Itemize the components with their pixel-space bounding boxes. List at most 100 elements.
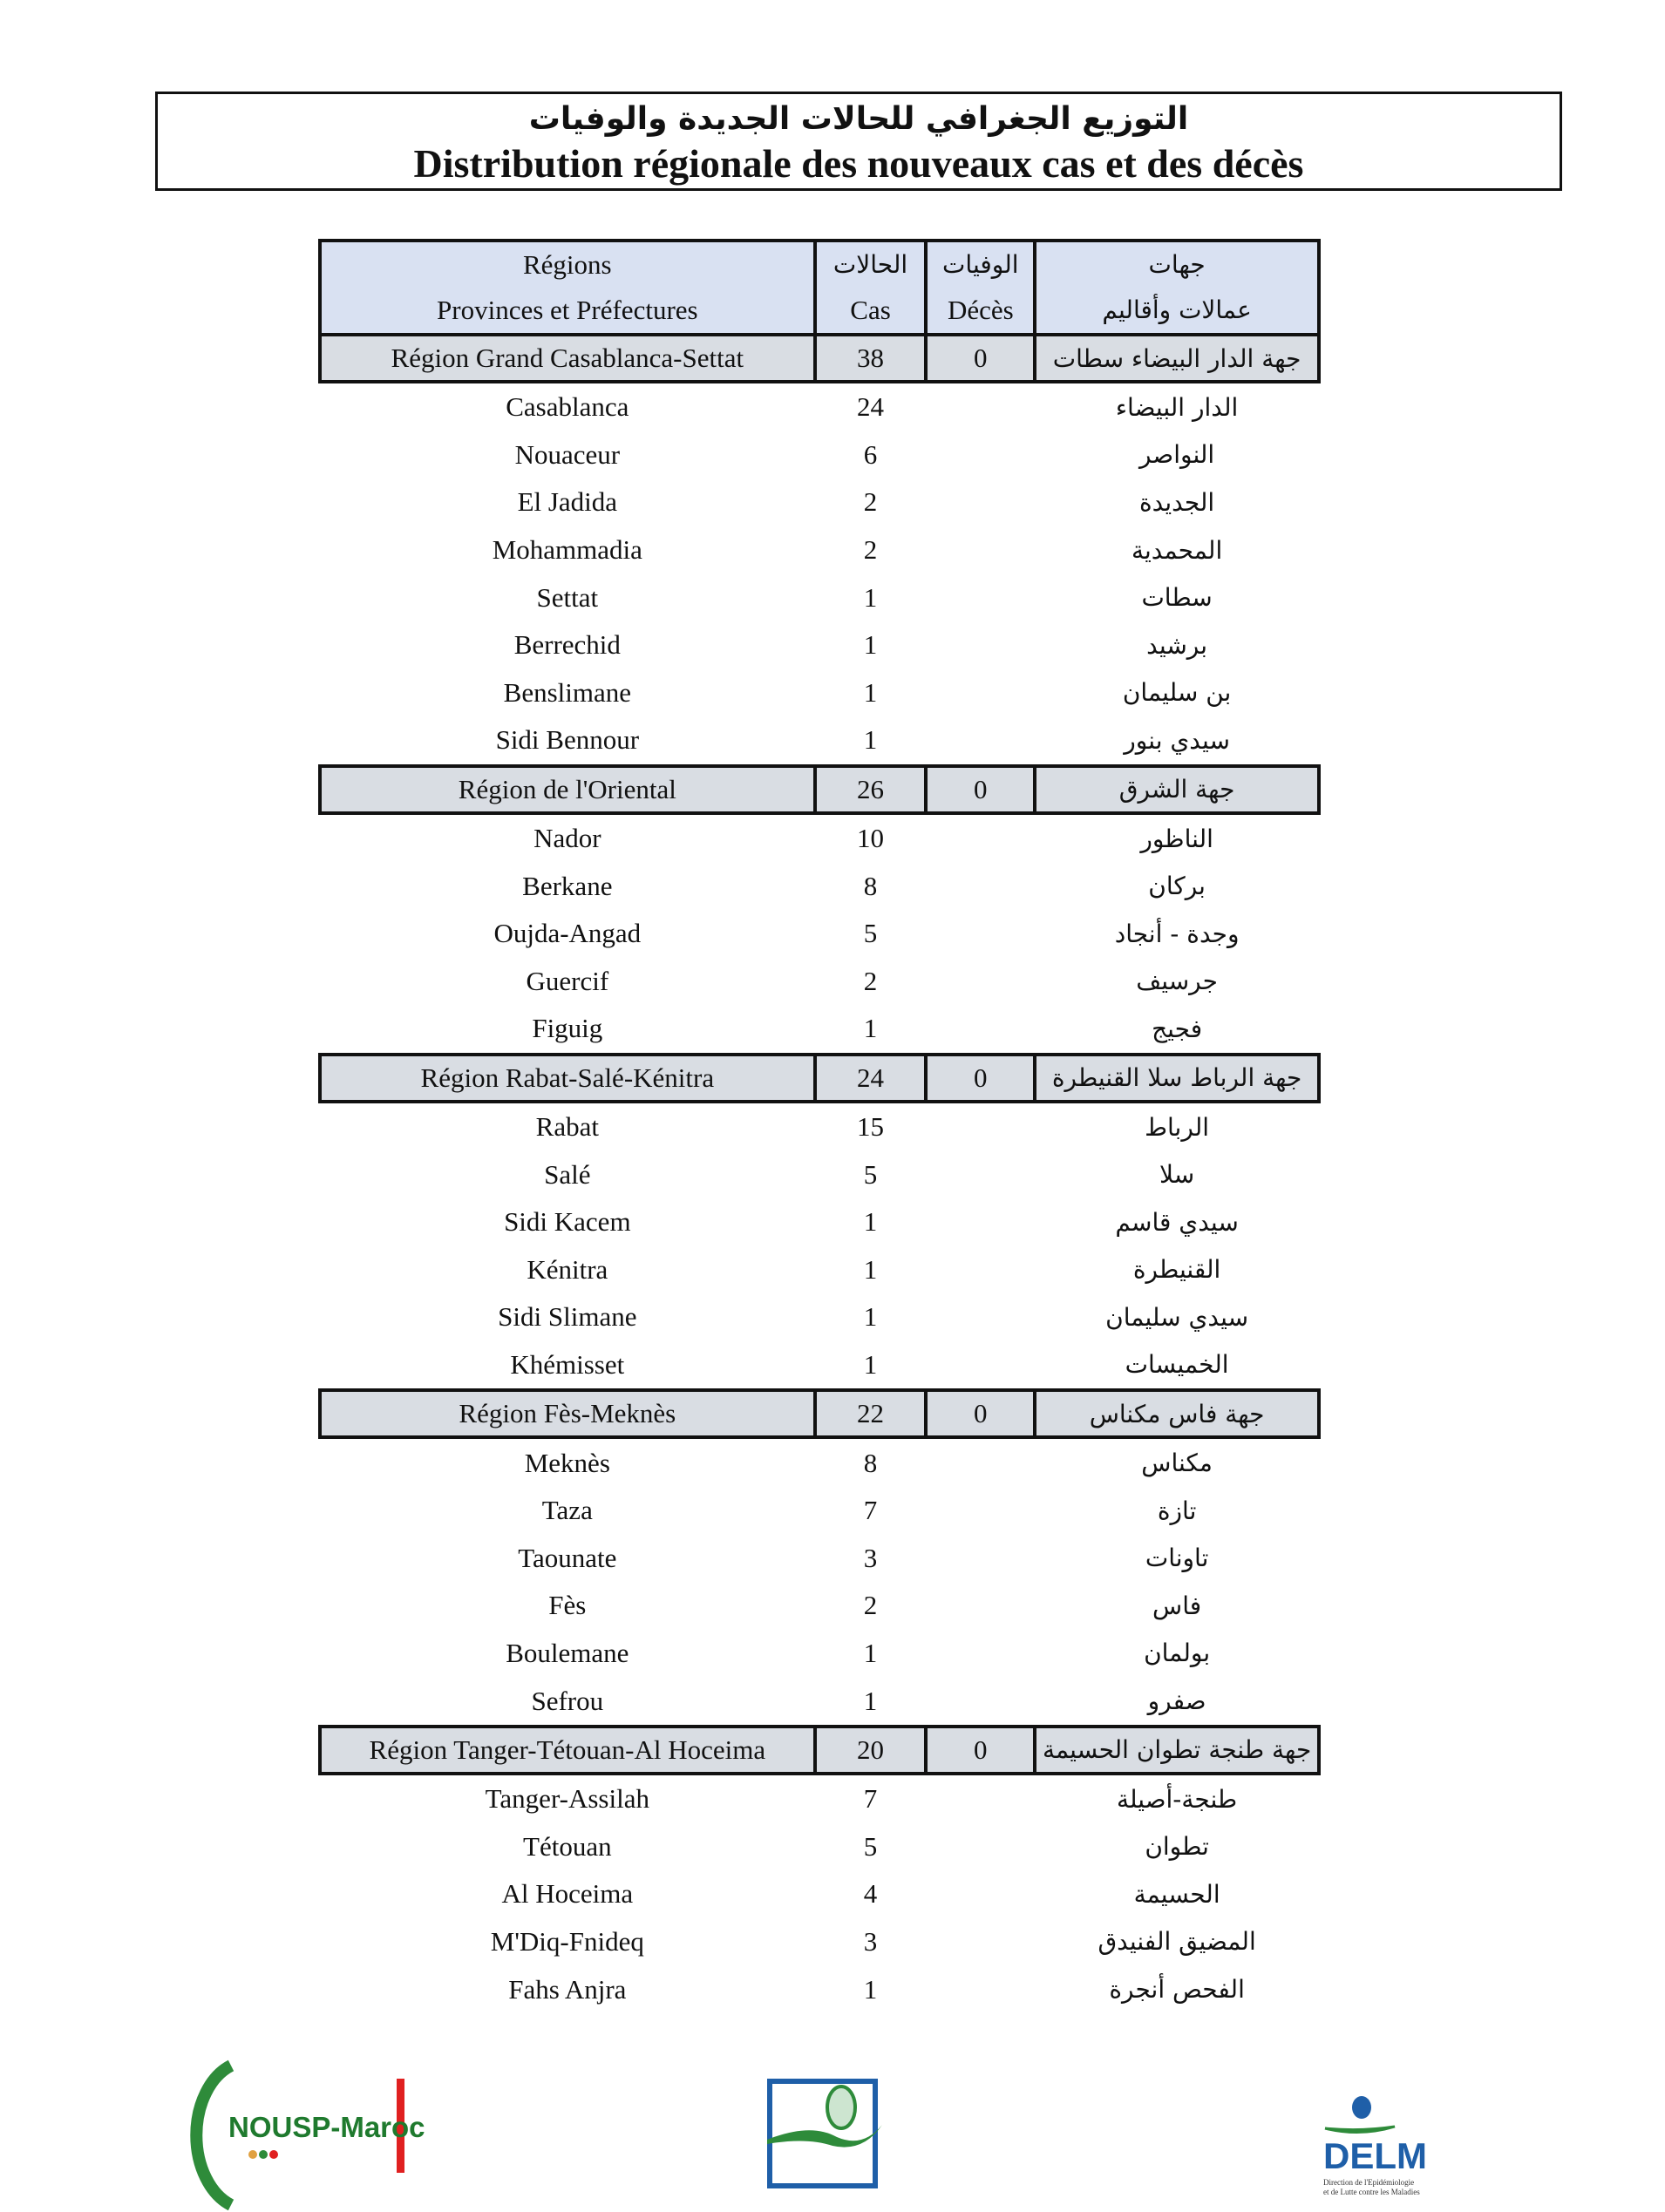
- region-deces: 0: [924, 763, 1037, 815]
- ministry-logo: [767, 2079, 882, 2188]
- title-french: Distribution régionale des nouveaux cas …: [413, 141, 1304, 186]
- province-cas: 8: [863, 1447, 878, 1478]
- province-row: Casablanca 24 الدار البيضاء: [320, 382, 1319, 431]
- region-row: Région Grand Casablanca-Settat 38 0 جهة الد…: [318, 333, 1321, 383]
- province-row: Meknès 8 مكناس: [320, 1437, 1319, 1487]
- region-deces: 0: [924, 333, 1037, 383]
- province-name: Figuig: [532, 1013, 603, 1044]
- province-deces: [926, 431, 1035, 479]
- province-deces: [926, 1102, 1035, 1151]
- header-regions: Régions Provinces et Préfectures: [318, 239, 817, 336]
- province-cas: 7: [863, 1495, 878, 1526]
- province-name: Al Hoceima: [501, 1878, 634, 1910]
- province-row: Sidi Kacem 1 سيدي قاسم: [320, 1198, 1319, 1246]
- province-row: M'Diq-Fnideq 3 المضيق الفنيدق: [320, 1918, 1319, 1966]
- province-name: Sefrou: [531, 1685, 604, 1716]
- province-name-ar: بركان: [1148, 872, 1206, 901]
- province-row: Tanger-Assilah 7 طنجة-أصيلة: [320, 1774, 1319, 1823]
- province-name: Berkane: [522, 870, 613, 901]
- header-cas: الحالات Cas: [812, 239, 928, 336]
- province-deces: [926, 1870, 1035, 1918]
- province-row: Boulemane 1 بولمان: [320, 1630, 1319, 1678]
- region-name-ar: جهة فاس مكناس: [1033, 1388, 1321, 1440]
- province-name: Settat: [536, 581, 599, 613]
- region-name: Région Tanger-Tétouan-Al Hoceima: [318, 1724, 817, 1775]
- province-deces: [926, 1487, 1035, 1535]
- province-name-ar: الفحص أنجرة: [1109, 1975, 1245, 2005]
- province-name-ar: الجديدة: [1138, 487, 1215, 517]
- nousp-logo: NOUSP-Maroc: [190, 2059, 425, 2211]
- province-name: Oujda-Angad: [493, 918, 642, 949]
- province-name: Kénitra: [527, 1253, 608, 1285]
- header-provinces-fr: Provinces et Préfectures: [437, 295, 698, 325]
- svg-text:et de Lutte contre les Maladie: et de Lutte contre les Maladies: [1323, 2188, 1420, 2196]
- province-row: Taza 7 تازة: [320, 1487, 1319, 1535]
- header-cas-fr: Cas: [850, 295, 891, 325]
- province-deces: [926, 1965, 1035, 2013]
- region-row: Région Tanger-Tétouan-Al Hoceima 20 0 جهة ط…: [318, 1724, 1321, 1775]
- province-row: Sefrou 1 صفرو: [320, 1677, 1319, 1727]
- province-cas: 8: [863, 870, 878, 901]
- distribution-table: Régions Provinces et Préfectures الحالات C…: [318, 239, 1321, 2013]
- province-name-ar: سيدي بنور: [1124, 725, 1230, 755]
- province-name: Khémisset: [510, 1348, 625, 1380]
- province-name-ar: طنجة-أصيلة: [1116, 1784, 1238, 1814]
- province-name-ar: تازة: [1157, 1496, 1197, 1525]
- province-deces: [926, 1774, 1035, 1823]
- province-name: Taounate: [518, 1542, 617, 1573]
- province-row: Benslimane 1 بن سليمان: [320, 669, 1319, 717]
- province-name: Rabat: [535, 1111, 599, 1143]
- region-name-ar: جهة الدار البيضاء سطات: [1033, 333, 1321, 383]
- header-regions-ar-text: جهات: [1148, 250, 1206, 279]
- province-deces: [926, 813, 1035, 863]
- footer-logos: NOUSP-Maroc DELM Direction de l'Epidémio…: [190, 2059, 1427, 2211]
- header-deces-ar: الوفيات: [942, 250, 1019, 279]
- province-row: Guercif 2 جرسيف: [320, 958, 1319, 1006]
- province-deces: [926, 1582, 1035, 1630]
- province-name: M'Diq-Fnideq: [490, 1925, 644, 1957]
- region-name: Région Fès-Meknès: [318, 1388, 817, 1440]
- province-name-ar: المضيق الفنيدق: [1098, 1927, 1256, 1957]
- region-deces: 0: [924, 1388, 1037, 1440]
- province-row: Figuig 1 فجيج: [320, 1005, 1319, 1055]
- title-arabic: التوزيع الجغرافي للحالات الجديدة والوفيا…: [528, 101, 1189, 137]
- province-cas: 24: [857, 391, 885, 423]
- province-row: Settat 1 سطات: [320, 573, 1319, 621]
- province-deces: [926, 1534, 1035, 1582]
- province-deces: [926, 1293, 1035, 1341]
- header-cas-ar: الحالات: [832, 250, 908, 279]
- province-name-ar: القنيطرة: [1132, 1255, 1221, 1285]
- region-name: Région Rabat-Salé-Kénitra: [318, 1052, 817, 1103]
- province-name-ar: تطوان: [1145, 1832, 1209, 1862]
- province-name: Fès: [548, 1590, 587, 1621]
- svg-text:Direction de l'Epidémiologie: Direction de l'Epidémiologie: [1323, 2178, 1414, 2187]
- province-deces: [926, 621, 1035, 669]
- province-cas: 3: [863, 1925, 878, 1957]
- province-cas: 5: [863, 1158, 878, 1190]
- province-row: Salé 5 سلا: [320, 1150, 1319, 1198]
- region-name-ar: جهة الرباط سلا القنيطرة: [1033, 1052, 1321, 1103]
- province-cas: 1: [863, 1013, 878, 1044]
- province-row: Taounate 3 تاونات: [320, 1534, 1319, 1582]
- province-row: Berkane 8 بركان: [320, 862, 1319, 910]
- province-name-ar: المحمدية: [1131, 535, 1223, 565]
- province-cas: 3: [863, 1542, 878, 1573]
- province-name-ar: الخميسات: [1125, 1350, 1229, 1380]
- province-cas: 2: [863, 486, 878, 518]
- province-deces: [926, 1005, 1035, 1055]
- province-name: Benslimane: [503, 676, 631, 708]
- province-deces: [926, 1246, 1035, 1294]
- province-name-ar: الحسيمة: [1133, 1879, 1220, 1909]
- province-row: Oujda-Angad 5 وجدة - أنجاد: [320, 910, 1319, 958]
- province-name-ar: سلا: [1159, 1160, 1195, 1190]
- province-row: Sidi Bennour 1 سيدي بنور: [320, 716, 1319, 766]
- province-row: Sidi Slimane 1 سيدي سليمان: [320, 1293, 1319, 1341]
- region-name-ar: جهة طنجة تطوان الحسيمة: [1033, 1724, 1321, 1775]
- province-cas: 1: [863, 676, 878, 708]
- province-cas: 2: [863, 965, 878, 996]
- province-deces: [926, 862, 1035, 910]
- province-name: Tétouan: [523, 1830, 612, 1862]
- region-name: Région Grand Casablanca-Settat: [318, 333, 817, 383]
- province-name-ar: جرسيف: [1136, 967, 1218, 996]
- province-cas: 1: [863, 1637, 878, 1668]
